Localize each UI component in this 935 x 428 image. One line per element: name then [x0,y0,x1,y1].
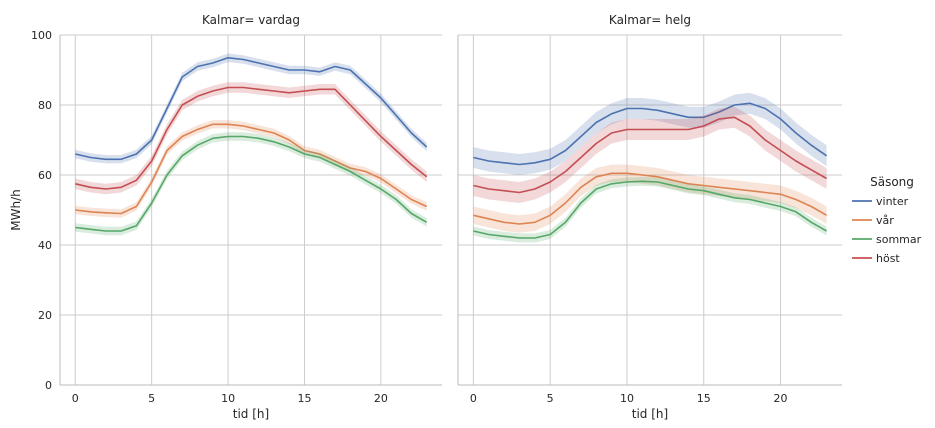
legend-label-vinter: vinter [876,195,909,208]
y-axis-label: MWh/h [9,189,23,230]
series-line-vår [473,172,827,225]
y-tick-label: 60 [38,169,52,182]
panel-1: 0 5 10 15 20 0 20 40 60 80 100 Kalmar= vardag tid [h… [31,13,442,421]
series-line-vinter [473,102,828,166]
legend-label-höst: höst [876,252,900,265]
series-line-höst [75,86,428,190]
x-tick-label: 5 [547,392,554,405]
y-tick-label: 80 [38,99,52,112]
confidence-band-vår [473,164,827,233]
panel-title: Kalmar= helg [609,13,691,27]
x-axis-label: tid [h] [632,407,668,421]
x-tick-label: 20 [374,392,388,405]
x-tick-label: 15 [297,392,311,405]
series-line-höst [473,116,827,194]
y-tick-label: 40 [38,239,52,252]
series-line-vår [75,123,428,215]
legend: Säsong vinter vår sommar höst [852,175,922,265]
x-tick-label: 5 [148,392,155,405]
legend-title: Säsong [870,175,914,189]
y-tick-label: 20 [38,309,52,322]
x-tick-label: 10 [221,392,235,405]
series-line-vinter [75,56,428,161]
panel-title: Kalmar= vardag [202,13,300,27]
x-tick-label: 10 [620,392,634,405]
confidence-band-vinter [473,92,827,175]
y-tick-label: 100 [31,29,52,42]
y-tick-label: 0 [45,379,52,392]
x-tick-label: 15 [697,392,711,405]
panel-2: 0 5 10 15 20 Kalmar= helg tid [h] [457,13,842,421]
x-tick-label: 0 [470,392,477,405]
confidence-band-vinter [75,53,427,164]
x-tick-label: 0 [72,392,79,405]
confidence-band-höst [473,106,827,203]
x-axis-label: tid [h] [233,407,269,421]
legend-label-sommar: sommar [876,233,922,246]
series-line-sommar [473,180,827,239]
x-tick-label: 20 [774,392,788,405]
series-line-sommar [75,135,428,232]
legend-label-vår: vår [876,214,894,227]
